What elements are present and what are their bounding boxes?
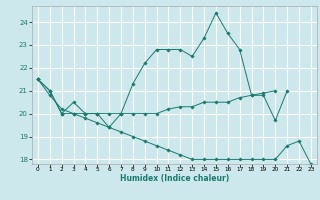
X-axis label: Humidex (Indice chaleur): Humidex (Indice chaleur) [120, 174, 229, 183]
